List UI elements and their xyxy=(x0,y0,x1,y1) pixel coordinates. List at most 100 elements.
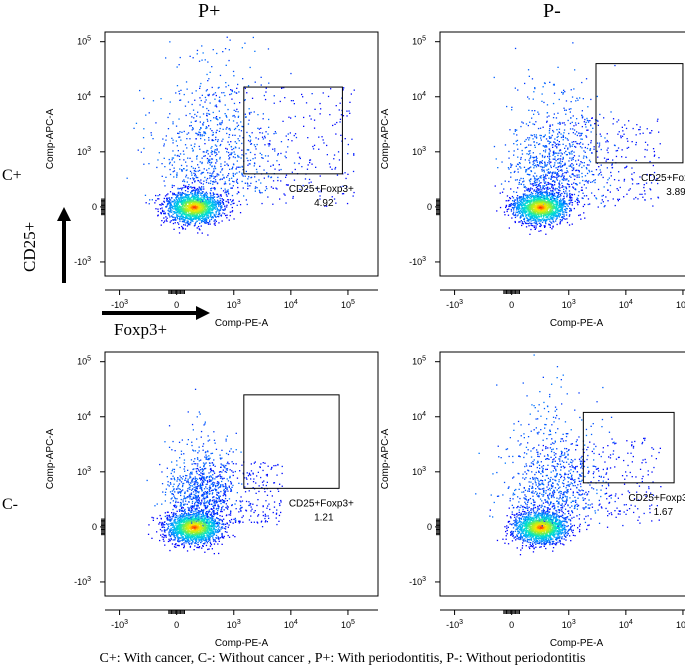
event-point xyxy=(236,193,238,195)
event-point xyxy=(183,208,185,211)
event-point xyxy=(174,201,177,203)
event-point xyxy=(181,196,183,198)
event-point xyxy=(573,182,575,184)
event-point xyxy=(216,52,218,55)
event-point xyxy=(191,211,193,213)
event-point xyxy=(182,202,184,205)
event-point xyxy=(566,196,568,198)
event-point xyxy=(581,162,583,164)
event-point xyxy=(261,132,264,134)
event-point xyxy=(545,213,547,215)
event-point xyxy=(187,214,190,216)
event-point xyxy=(173,193,176,196)
event-point xyxy=(159,194,161,196)
event-point xyxy=(550,178,552,180)
event-point xyxy=(545,181,547,183)
event-point xyxy=(210,196,212,198)
event-point xyxy=(545,212,547,214)
event-point xyxy=(517,148,519,150)
event-point xyxy=(298,162,300,165)
event-point xyxy=(615,155,618,158)
event-point xyxy=(188,184,190,186)
event-point xyxy=(191,199,194,201)
event-point xyxy=(185,222,187,224)
event-point xyxy=(210,188,212,190)
event-point xyxy=(194,224,196,226)
event-point xyxy=(559,200,562,203)
event-point xyxy=(572,158,574,161)
event-point xyxy=(528,204,531,206)
event-point xyxy=(211,153,213,155)
event-point xyxy=(573,125,575,127)
event-point xyxy=(194,201,196,203)
event-point xyxy=(516,139,519,142)
event-point xyxy=(575,100,577,102)
event-point xyxy=(191,203,193,205)
event-point xyxy=(236,92,238,94)
event-point xyxy=(204,59,206,61)
event-point xyxy=(539,206,541,208)
event-point xyxy=(538,216,540,218)
event-point xyxy=(183,200,186,202)
event-point xyxy=(238,147,240,149)
event-point xyxy=(216,124,219,126)
event-point xyxy=(191,210,193,212)
event-point xyxy=(540,204,542,206)
event-point xyxy=(334,123,336,125)
event-point xyxy=(213,177,215,179)
event-point xyxy=(164,220,166,222)
event-point xyxy=(227,108,229,111)
event-point xyxy=(584,118,586,121)
event-point xyxy=(185,215,187,217)
event-point xyxy=(538,183,540,186)
event-point xyxy=(272,203,274,205)
event-point xyxy=(190,125,192,127)
event-point xyxy=(546,116,548,118)
event-point xyxy=(198,186,200,188)
event-point xyxy=(199,121,201,123)
event-point xyxy=(559,214,561,216)
event-point xyxy=(587,143,590,146)
event-point xyxy=(526,211,528,213)
event-point xyxy=(508,208,510,210)
event-point xyxy=(542,86,544,88)
event-point xyxy=(580,138,582,140)
event-point xyxy=(511,106,513,108)
event-point xyxy=(537,213,539,215)
event-point xyxy=(220,195,222,197)
event-point xyxy=(157,210,159,213)
event-point xyxy=(247,159,249,162)
event-point xyxy=(170,211,172,213)
event-point xyxy=(171,186,173,188)
event-point xyxy=(533,178,536,180)
event-point xyxy=(568,202,570,205)
event-point xyxy=(562,157,564,159)
event-point xyxy=(575,124,577,126)
event-point xyxy=(589,120,591,122)
event-point xyxy=(234,134,236,136)
event-point xyxy=(315,166,317,168)
event-point xyxy=(221,122,223,124)
event-point xyxy=(247,188,249,190)
x-tick-label: -103 xyxy=(111,299,128,310)
event-point xyxy=(561,182,563,184)
event-point xyxy=(554,181,556,184)
event-point xyxy=(578,191,580,193)
event-point xyxy=(210,175,212,178)
event-point xyxy=(174,199,176,202)
event-point xyxy=(169,221,171,223)
event-point xyxy=(561,219,563,221)
event-point xyxy=(534,179,536,182)
event-point xyxy=(189,202,191,205)
event-point xyxy=(218,196,220,198)
event-point xyxy=(518,208,520,210)
event-point xyxy=(342,88,344,91)
event-point xyxy=(574,175,576,177)
event-point xyxy=(614,64,616,67)
event-point xyxy=(548,212,551,214)
event-point xyxy=(195,217,197,219)
event-point xyxy=(535,199,538,202)
event-point xyxy=(544,219,546,221)
event-point xyxy=(529,209,531,211)
event-point xyxy=(582,197,584,200)
